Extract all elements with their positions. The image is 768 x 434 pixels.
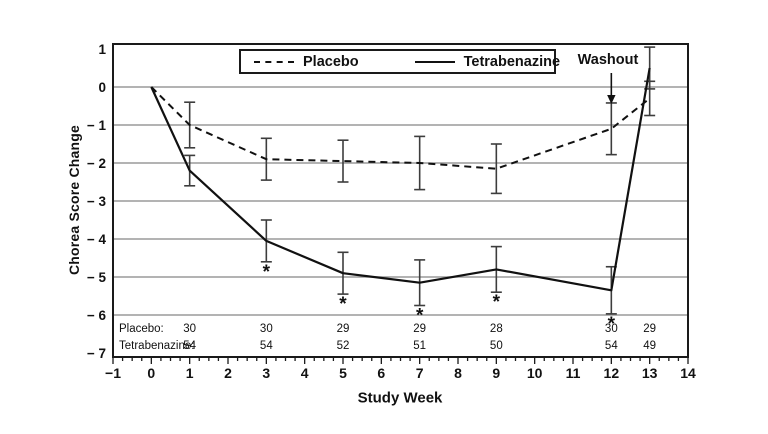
y-tick-label: − 6 bbox=[87, 308, 107, 323]
x-axis-title: Study Week bbox=[357, 389, 443, 407]
x-tick-label: 13 bbox=[642, 365, 658, 381]
legend-item-tetrabenazine: Tetrabenazine bbox=[414, 53, 561, 70]
tetrabenazine-series bbox=[150, 67, 651, 292]
y-tick-label: 1 bbox=[98, 42, 106, 57]
y-tick-label: − 2 bbox=[87, 156, 106, 171]
x-tick-label: 5 bbox=[339, 365, 347, 381]
x-tick-label: 6 bbox=[377, 365, 385, 381]
x-tick-label: 0 bbox=[147, 365, 155, 381]
x-tick-label: 1 bbox=[186, 365, 194, 381]
legend-box: Placebo Tetrabenazine bbox=[239, 49, 560, 74]
x-tick-label: 14 bbox=[680, 365, 696, 381]
n-table-value: 49 bbox=[643, 340, 656, 352]
frame bbox=[112, 43, 689, 358]
x-tick-label: 12 bbox=[604, 365, 620, 381]
placebo-dashed-line-icon bbox=[254, 60, 294, 63]
significance-asterisk: * bbox=[263, 262, 271, 283]
x-tick-label: 10 bbox=[527, 365, 543, 381]
y-tick-label: − 7 bbox=[87, 346, 106, 361]
significance-markers: * * * * * bbox=[263, 262, 616, 335]
y-axis-title: Chorea Score Change bbox=[66, 124, 82, 276]
n-table-value: 30 bbox=[260, 323, 273, 335]
n-table-value: 29 bbox=[413, 323, 426, 335]
n-table-value: 30 bbox=[183, 323, 196, 335]
y-tick-label: − 3 bbox=[87, 194, 107, 209]
n-table-value: 29 bbox=[337, 323, 350, 335]
n-table-value: 54 bbox=[260, 340, 273, 352]
legend-label-tetrabenazine: Tetrabenazine bbox=[463, 53, 561, 70]
x-tick-label: 9 bbox=[492, 365, 500, 381]
x-tick-label: 7 bbox=[416, 365, 424, 381]
n-table-value: 29 bbox=[643, 323, 656, 335]
y-tick-label: − 4 bbox=[87, 232, 107, 247]
n-table-row-label: Tetrabenazine: bbox=[119, 340, 194, 352]
plot-frame bbox=[112, 43, 689, 358]
y-tick-label: − 5 bbox=[87, 270, 107, 285]
x-axis-ticks bbox=[112, 358, 689, 364]
washout-arrow bbox=[607, 73, 616, 104]
x-tick-label: 3 bbox=[262, 365, 270, 381]
x-tick-label: 2 bbox=[224, 365, 232, 381]
significance-asterisk: * bbox=[608, 314, 616, 335]
washout-annotation-label: Washout bbox=[577, 52, 639, 68]
significance-asterisk: * bbox=[416, 306, 424, 327]
washout-arrowhead bbox=[607, 95, 616, 104]
significance-asterisk: * bbox=[339, 294, 347, 315]
n-table-value: 54 bbox=[183, 340, 196, 352]
x-tick-label: 8 bbox=[454, 365, 462, 381]
placebo-series-line bbox=[150, 86, 651, 170]
y-tick-label: − 1 bbox=[87, 118, 107, 133]
x-tick-labels: −1 0 1 2 3 4 5 6 7 8 9 10 11 12 13 14 bbox=[105, 365, 696, 381]
y-tick-labels: 1 0 − 1 − 2 − 3 − 4 − 5 − 6 − 7 bbox=[87, 42, 107, 361]
significance-asterisk: * bbox=[493, 292, 501, 313]
tetrabenazine-solid-line-icon bbox=[414, 60, 455, 63]
x-tick-label: 11 bbox=[566, 365, 581, 381]
n-table-row-label: Placebo: bbox=[119, 323, 164, 335]
legend-label-placebo: Placebo bbox=[303, 53, 359, 70]
n-table-value: 52 bbox=[337, 340, 350, 352]
legend-item-placebo: Placebo bbox=[254, 54, 359, 70]
n-table-value: 50 bbox=[490, 340, 503, 352]
x-tick-label: 4 bbox=[301, 365, 309, 381]
gridlines bbox=[114, 86, 687, 316]
n-table-value: 51 bbox=[413, 340, 426, 352]
n-table-value: 28 bbox=[490, 323, 503, 335]
n-table-value: 54 bbox=[605, 340, 618, 352]
n-table-value: 30 bbox=[605, 323, 618, 335]
y-tick-label: 0 bbox=[98, 80, 106, 95]
tetrabenazine-series-line bbox=[150, 67, 651, 292]
placebo-series bbox=[150, 86, 651, 170]
x-tick-label: −1 bbox=[105, 365, 121, 381]
